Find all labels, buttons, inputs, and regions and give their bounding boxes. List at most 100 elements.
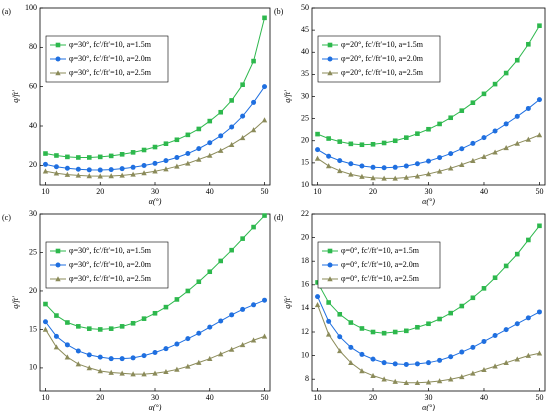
data-point — [481, 91, 487, 97]
data-point — [404, 328, 409, 334]
data-point — [76, 155, 81, 160]
data-point — [207, 152, 213, 158]
data-point — [251, 302, 257, 308]
x-tick-label: 40 — [206, 187, 214, 196]
data-point — [459, 108, 465, 113]
data-point — [470, 344, 476, 350]
data-point — [261, 333, 268, 339]
x-tick-label: 30 — [151, 187, 159, 196]
data-point — [481, 366, 487, 373]
legend-label: φ=0°, fc′/ft′=10, a=1.5m — [341, 246, 420, 255]
data-point — [526, 237, 531, 243]
data-point — [503, 145, 509, 151]
data-point — [218, 109, 224, 115]
data-point — [392, 175, 398, 181]
data-point — [459, 146, 465, 152]
data-point — [525, 352, 532, 358]
x-axis-label: α(°) — [149, 197, 162, 206]
data-point — [86, 173, 92, 179]
y-tick-label: 30 — [29, 209, 37, 218]
data-point — [130, 171, 136, 177]
data-point — [448, 354, 454, 360]
data-point — [392, 378, 398, 384]
legend-label: φ=20°, fc′/ft′=10, a=2.5m — [341, 68, 424, 77]
data-point — [141, 316, 147, 321]
series-line — [317, 304, 540, 384]
data-point — [348, 344, 354, 350]
data-point — [392, 138, 398, 144]
data-point — [337, 139, 343, 144]
data-point — [64, 165, 70, 171]
data-point — [141, 147, 147, 153]
data-point — [42, 161, 48, 167]
x-tick-label: 20 — [96, 393, 104, 402]
data-point — [359, 173, 365, 179]
data-point — [448, 151, 454, 157]
y-tick-label: 15 — [301, 158, 309, 167]
data-point — [229, 247, 234, 253]
data-point — [525, 105, 531, 111]
data-point — [64, 342, 70, 348]
data-point — [65, 154, 70, 160]
data-point — [152, 350, 158, 356]
data-point — [207, 140, 213, 146]
data-point — [503, 70, 509, 76]
y-tick-label: 10 — [29, 363, 37, 372]
data-point — [392, 361, 398, 367]
data-point — [163, 346, 169, 352]
data-point — [425, 379, 432, 385]
data-point — [536, 309, 542, 315]
data-point — [42, 168, 49, 174]
y-tick-label: 22 — [301, 209, 309, 218]
data-point — [436, 378, 443, 384]
y-tick-label: 14 — [301, 303, 309, 312]
data-point — [251, 58, 256, 64]
data-point — [240, 82, 245, 87]
plot-frame — [311, 7, 546, 186]
y-axis-label: q/ft′ — [283, 90, 292, 103]
plot-frame — [39, 7, 271, 186]
data-point — [185, 288, 191, 294]
data-point — [414, 379, 421, 386]
data-point — [359, 326, 365, 331]
legend-label: φ=30°, fc′/ft′=10, a=2.0m — [69, 260, 152, 269]
data-point — [403, 174, 410, 180]
panel-label: (a) — [2, 7, 11, 16]
legend-marker — [327, 248, 333, 254]
data-point — [415, 131, 420, 136]
data-point — [437, 121, 442, 127]
data-point — [337, 334, 343, 340]
data-point — [448, 115, 453, 121]
data-point — [348, 320, 354, 325]
data-point — [414, 173, 421, 179]
data-point — [481, 286, 487, 291]
data-point — [348, 141, 354, 147]
data-point — [326, 153, 332, 159]
data-point — [459, 303, 465, 309]
data-point — [381, 376, 387, 382]
y-tick-label: 20 — [301, 232, 309, 241]
data-point — [447, 376, 454, 382]
plot-frame — [39, 213, 271, 392]
x-axis-label: α(°) — [422, 403, 435, 411]
data-point — [185, 160, 191, 166]
x-tick-label: 20 — [96, 187, 104, 196]
data-point — [119, 172, 125, 178]
data-point — [325, 163, 332, 169]
legend-box — [45, 35, 169, 83]
data-point — [163, 166, 169, 172]
data-point — [448, 310, 453, 316]
data-point — [314, 302, 321, 308]
data-point — [403, 361, 409, 367]
x-tick-label: 40 — [480, 393, 488, 402]
legend-label: φ=30°, fc′/ft′=10, a=2.0m — [69, 54, 152, 63]
data-point — [370, 164, 376, 170]
data-point — [43, 151, 48, 156]
data-point — [315, 294, 321, 300]
legend-marker — [327, 276, 333, 282]
data-point — [426, 158, 431, 164]
y-axis-label: q/ft′ — [283, 296, 292, 309]
y-tick-label: 10 — [301, 350, 309, 359]
data-point — [97, 154, 103, 160]
data-point — [218, 147, 224, 153]
